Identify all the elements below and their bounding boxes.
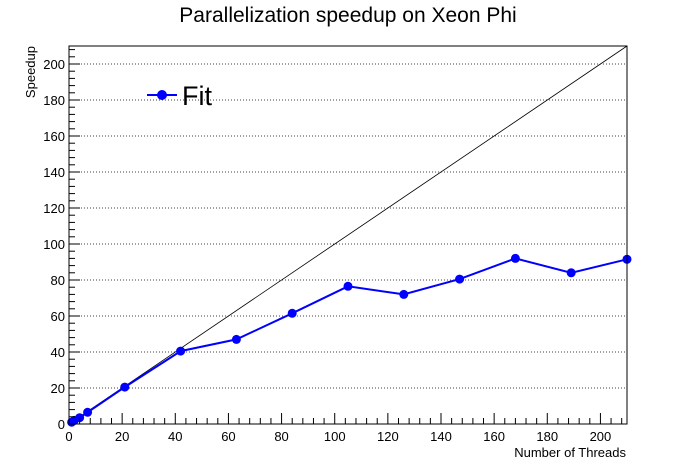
plot-frame (68, 45, 628, 425)
y-tick-label-120: 120 (43, 201, 65, 216)
x-tick-label-60: 60 (221, 429, 235, 444)
y-tick-label-200: 200 (43, 57, 65, 72)
data-point-10 (455, 274, 465, 284)
data-point-8 (343, 281, 353, 291)
x-tick-label-80: 80 (274, 429, 288, 444)
y-tick-label-160: 160 (43, 129, 65, 144)
data-point-9 (399, 289, 409, 299)
y-tick-label-60: 60 (51, 309, 65, 324)
x-tick-label-40: 40 (168, 429, 182, 444)
y-tick-label-20: 20 (51, 381, 65, 396)
x-tick-label-160: 160 (483, 429, 505, 444)
data-point-6 (231, 334, 241, 344)
legend-label-fit: Fit (182, 81, 212, 111)
x-tick-label-120: 120 (377, 429, 399, 444)
grid-lines (69, 63, 627, 389)
data-point-3 (83, 407, 93, 417)
ideal-speedup-line (68, 45, 628, 425)
y-tick-label-100: 100 (43, 237, 65, 252)
x-tick-label-180: 180 (536, 429, 558, 444)
x-tick-label-140: 140 (430, 429, 452, 444)
data-point-2 (75, 413, 85, 423)
x-tick-label-0: 0 (65, 429, 72, 444)
x-axis-label: Number of Threads (514, 445, 626, 460)
chart-title: Parallelization speedup on Xeon Phi (179, 4, 517, 27)
legend-marker-fit (157, 90, 167, 100)
y-tick-label-80: 80 (51, 273, 65, 288)
data-point-5 (176, 346, 186, 356)
x-tick-label-100: 100 (324, 429, 346, 444)
data-point-7 (287, 308, 297, 318)
legend: Fit (147, 81, 212, 111)
tick-labels: 0 20 40 60 80 100 120 140 160 180 200 0 20 40 60 80 100 1… (43, 57, 611, 444)
x-tick-label-20: 20 (115, 429, 129, 444)
y-tick-label-40: 40 (51, 345, 65, 360)
y-axis-label: Speedup (23, 46, 38, 98)
data-point-12 (566, 268, 576, 278)
y-tick-label-180: 180 (43, 93, 65, 108)
y-tick-label-0: 0 (58, 417, 65, 432)
axis-ticks (68, 49, 623, 425)
data-point-4 (120, 382, 130, 392)
x-tick-label-200: 200 (590, 429, 612, 444)
data-point-11 (510, 253, 520, 263)
y-tick-label-140: 140 (43, 165, 65, 180)
